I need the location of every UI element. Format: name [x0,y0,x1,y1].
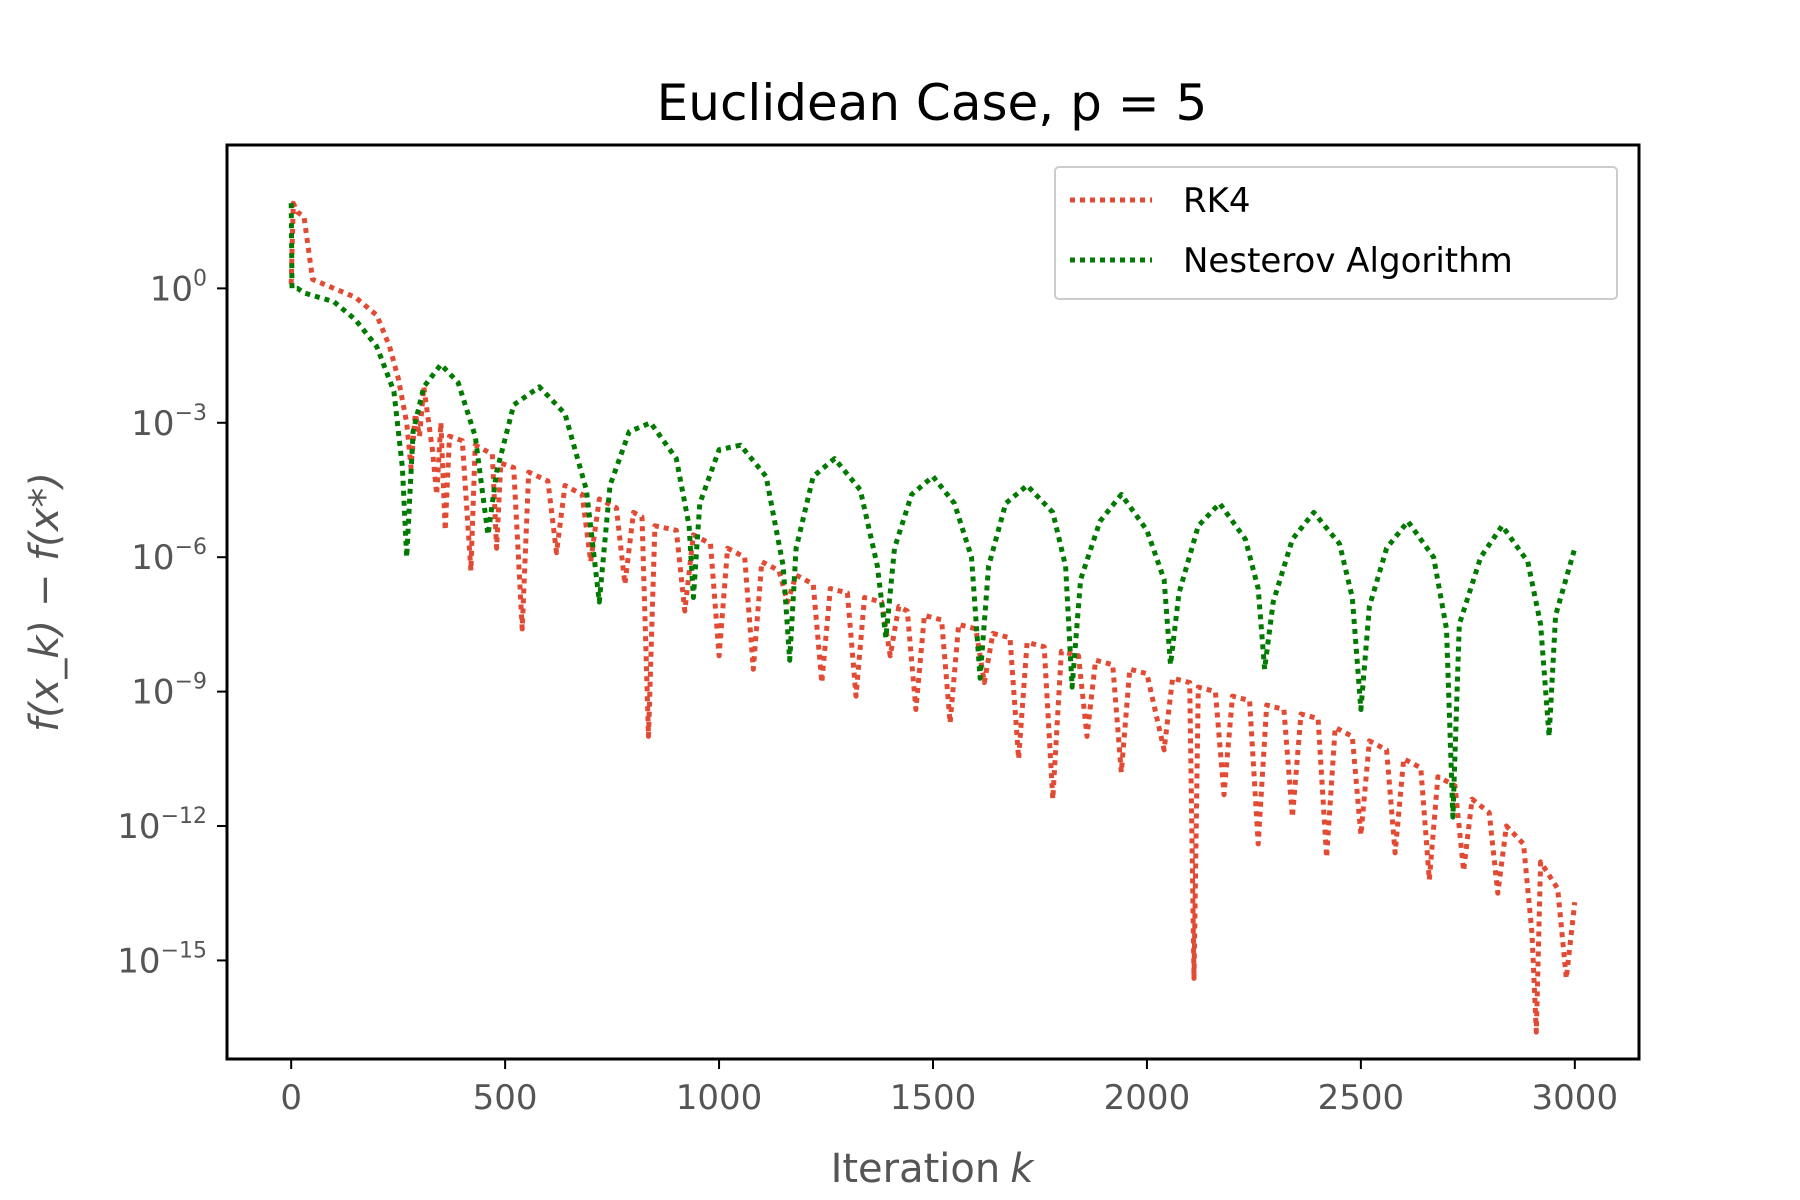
x-axis: 0 500 1000 1500 2000 2500 3000 [280,1059,1618,1118]
x-axis-label: Iteration k [831,1146,1036,1192]
y-tick-label: 10−3 [131,401,207,444]
x-tick-label: 1500 [890,1078,977,1118]
y-tick-label: 10−15 [117,938,207,981]
legend-label-rk4: RK4 [1183,181,1251,221]
series-line-0 [288,200,1578,1035]
y-tick-label: 10−6 [131,535,207,578]
chart-title: Euclidean Case, p = 5 [657,74,1208,132]
legend-box [1054,166,1618,300]
x-tick-label: 3000 [1532,1078,1619,1118]
x-tick-label: 0 [280,1078,302,1118]
plot-area [288,200,1578,1035]
y-axis-label: f(x_k) − f(x*) [22,472,68,732]
x-tick-label: 500 [473,1078,538,1118]
y-tick-label: 100 [150,266,207,309]
y-tick-label: 10−9 [131,670,207,713]
x-tick-label: 1000 [676,1078,763,1118]
legend: RK4 Nesterov Algorithm [1054,166,1618,300]
y-tick-label: 10−12 [117,804,207,847]
x-tick-label: 2000 [1104,1078,1191,1118]
x-tick-label: 2500 [1318,1078,1405,1118]
x-axis-label-var: k [1010,1146,1035,1192]
y-axis: 100 10−3 10−6 10−9 10−12 10−15 [117,266,227,981]
x-axis-label-text: Iteration [831,1146,1001,1192]
legend-label-nesterov: Nesterov Algorithm [1183,241,1513,281]
